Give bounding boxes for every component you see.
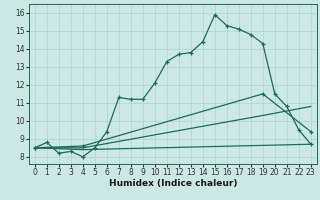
X-axis label: Humidex (Indice chaleur): Humidex (Indice chaleur) [108,179,237,188]
